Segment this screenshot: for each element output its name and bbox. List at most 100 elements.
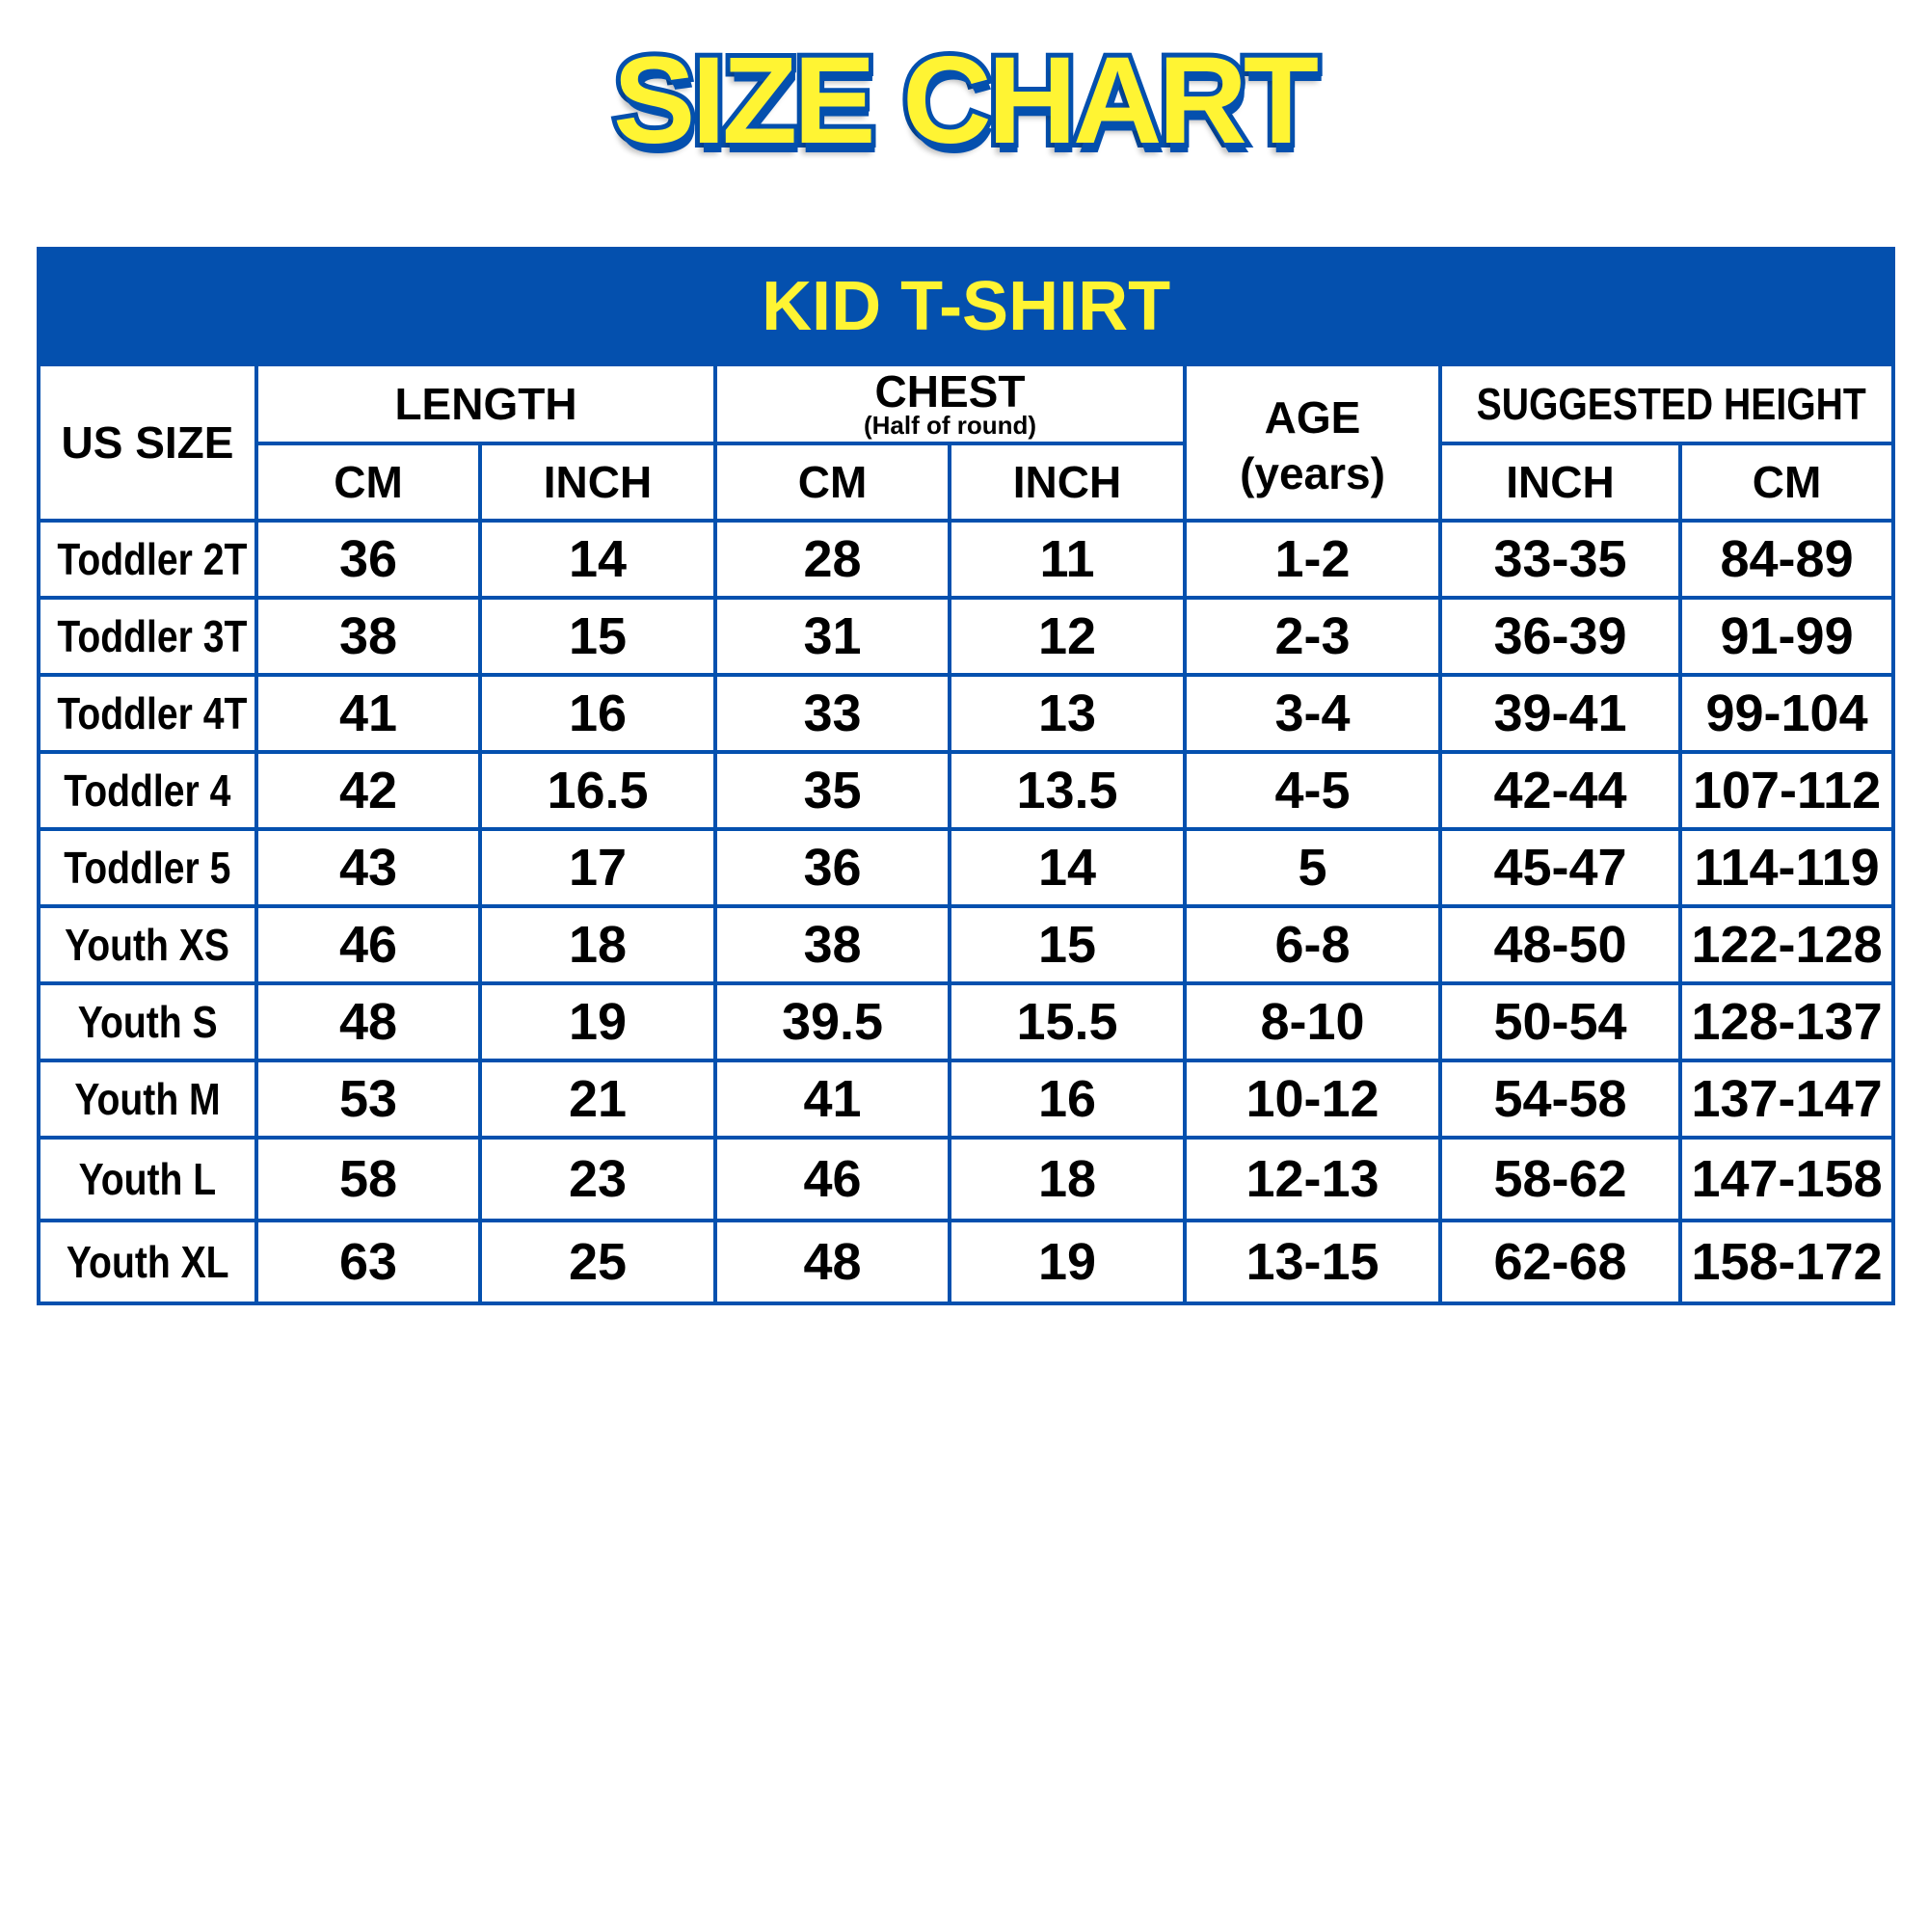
cell-us-size: Youth XS — [37, 904, 258, 985]
cell-chest-cm: 33 — [713, 673, 951, 754]
header-chest-label: CHEST — [874, 366, 1026, 416]
cell-chest-cm: 36 — [713, 827, 951, 908]
cell-height-inch: 48-50 — [1438, 904, 1682, 985]
cell-length-cm: 46 — [254, 904, 482, 985]
cell-chest-inch: 18 — [948, 1136, 1187, 1222]
cell-us-size: Youth XL — [37, 1219, 258, 1305]
header-length: LENGTH — [254, 362, 717, 445]
cell-height-cm: 137-147 — [1677, 1059, 1896, 1140]
cell-age: 13-15 — [1183, 1219, 1442, 1305]
cell-chest-cm: 31 — [713, 596, 951, 677]
cell-us-size: Youth L — [37, 1136, 258, 1222]
header-chest: CHEST (Half of round) — [713, 362, 1187, 445]
cell-height-cm: 122-128 — [1677, 904, 1896, 985]
cell-chest-cm: 48 — [713, 1219, 951, 1305]
cell-chest-inch: 11 — [948, 519, 1187, 600]
cell-length-cm: 41 — [254, 673, 482, 754]
cell-length-inch: 15 — [478, 596, 717, 677]
header-suggested-height: SUGGESTED HEIGHT — [1437, 362, 1896, 445]
cell-chest-cm: 41 — [713, 1059, 951, 1140]
header-suggested-height-label: SUGGESTED HEIGHT — [1476, 379, 1866, 429]
cell-length-cm: 48 — [254, 981, 482, 1062]
header-length-cm: CM — [254, 442, 482, 523]
cell-age: 12-13 — [1183, 1136, 1442, 1222]
size-label: Youth XS — [65, 920, 230, 970]
cell-chest-inch: 14 — [948, 827, 1187, 908]
table-row: Toddler 4T 41 16 33 13 3-4 39-41 99-104 — [37, 673, 1896, 754]
size-chart-title: SIZE CHART — [608, 27, 1324, 174]
cell-length-cm: 63 — [254, 1219, 482, 1305]
cell-height-cm: 128-137 — [1677, 981, 1896, 1062]
size-label: Toddler 3T — [57, 611, 248, 661]
cell-age: 4-5 — [1183, 750, 1442, 831]
cell-length-cm: 38 — [254, 596, 482, 677]
cell-height-inch: 36-39 — [1438, 596, 1682, 677]
cell-height-inch: 33-35 — [1438, 519, 1682, 600]
cell-height-cm: 84-89 — [1677, 519, 1896, 600]
header-age-unit: (years) — [1240, 448, 1385, 498]
header-chest-note: (Half of round) — [863, 411, 1037, 440]
header-us-size: US SIZE — [37, 362, 258, 523]
cell-height-inch: 58-62 — [1438, 1136, 1682, 1222]
cell-age: 10-12 — [1183, 1059, 1442, 1140]
table-row: Youth M 53 21 41 16 10-12 54-58 137-147 — [37, 1059, 1896, 1140]
cell-age: 3-4 — [1183, 673, 1442, 754]
size-label: Toddler 5 — [64, 843, 231, 893]
table-row: Toddler 3T 38 15 31 12 2-3 36-39 91-99 — [37, 596, 1896, 677]
cell-length-inch: 16 — [478, 673, 717, 754]
table-heading: KID T-SHIRT — [36, 247, 1896, 366]
size-label: Toddler 4 — [64, 765, 231, 816]
cell-chest-inch: 15 — [948, 904, 1187, 985]
cell-height-cm: 91-99 — [1677, 596, 1896, 677]
table-body: Toddler 2T 36 14 28 11 1-2 33-35 84-89 Toddler 3… — [37, 519, 1896, 1305]
cell-height-inch: 50-54 — [1438, 981, 1682, 1062]
table-row: Toddler 2T 36 14 28 11 1-2 33-35 84-89 — [37, 519, 1896, 600]
cell-chest-cm: 39.5 — [713, 981, 951, 1062]
cell-chest-inch: 16 — [948, 1059, 1187, 1140]
cell-length-cm: 43 — [254, 827, 482, 908]
cell-us-size: Youth S — [37, 981, 258, 1062]
header-height-inch: INCH — [1438, 442, 1682, 523]
table-row: Youth XS 46 18 38 15 6-8 48-50 122-128 — [37, 904, 1896, 985]
cell-age: 6-8 — [1183, 904, 1442, 985]
cell-height-cm: 147-158 — [1677, 1136, 1896, 1222]
cell-us-size: Toddler 4T — [37, 673, 258, 754]
cell-height-inch: 54-58 — [1438, 1059, 1682, 1140]
cell-height-inch: 42-44 — [1438, 750, 1682, 831]
cell-age: 5 — [1183, 827, 1442, 908]
table-row: Toddler 4 42 16.5 35 13.5 4-5 42-44 107-112 — [37, 750, 1896, 831]
cell-chest-cm: 35 — [713, 750, 951, 831]
table-row: Youth S 48 19 39.5 15.5 8-10 50-54 128-137 — [37, 981, 1896, 1062]
cell-us-size: Toddler 2T — [37, 519, 258, 600]
cell-height-cm: 114-119 — [1677, 827, 1896, 908]
cell-age: 2-3 — [1183, 596, 1442, 677]
cell-length-cm: 53 — [254, 1059, 482, 1140]
cell-chest-inch: 15.5 — [948, 981, 1187, 1062]
cell-length-inch: 21 — [478, 1059, 717, 1140]
cell-length-inch: 16.5 — [478, 750, 717, 831]
size-label: Youth S — [77, 997, 218, 1047]
cell-length-cm: 42 — [254, 750, 482, 831]
cell-us-size: Toddler 3T — [37, 596, 258, 677]
header-age: AGE (years) — [1183, 362, 1442, 523]
cell-chest-inch: 13 — [948, 673, 1187, 754]
header-height-cm: CM — [1677, 442, 1896, 523]
table-row: Youth XL 63 25 48 19 13-15 62-68 158-172 — [37, 1219, 1896, 1305]
size-label: Youth L — [78, 1154, 217, 1204]
cell-age: 8-10 — [1183, 981, 1442, 1062]
size-label: Youth XL — [66, 1237, 229, 1287]
cell-chest-inch: 13.5 — [948, 750, 1187, 831]
cell-length-inch: 25 — [478, 1219, 717, 1305]
cell-us-size: Toddler 4 — [37, 750, 258, 831]
cell-us-size: Youth M — [37, 1059, 258, 1140]
cell-height-inch: 45-47 — [1438, 827, 1682, 908]
cell-height-inch: 39-41 — [1438, 673, 1682, 754]
cell-height-cm: 158-172 — [1677, 1219, 1896, 1305]
size-table: KID T-SHIRT US SIZE LENGTH CHEST (Half o… — [36, 247, 1896, 1305]
cell-chest-cm: 46 — [713, 1136, 951, 1222]
size-label: Toddler 2T — [57, 534, 248, 584]
size-label: Youth M — [74, 1074, 221, 1124]
cell-chest-inch: 12 — [948, 596, 1187, 677]
cell-length-inch: 19 — [478, 981, 717, 1062]
size-label: Toddler 4T — [57, 688, 248, 738]
